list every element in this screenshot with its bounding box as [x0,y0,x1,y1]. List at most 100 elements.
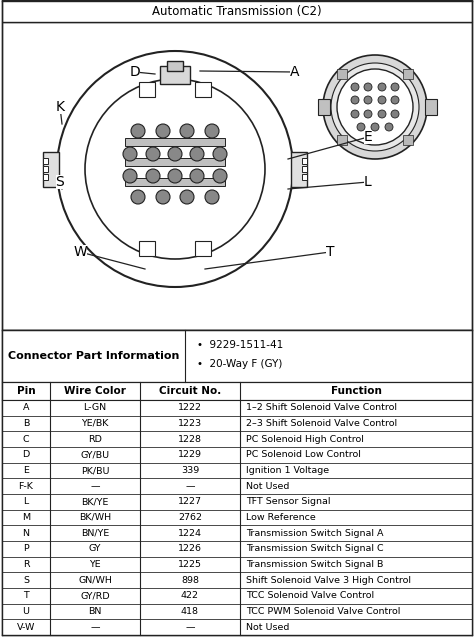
Circle shape [213,169,227,183]
Text: PC Solenoid High Control: PC Solenoid High Control [246,434,364,443]
Text: •  9229-1511-41: • 9229-1511-41 [197,340,283,350]
Circle shape [123,169,137,183]
Text: D: D [22,450,29,459]
Text: 1224: 1224 [178,529,202,538]
Text: TCC Solenoid Valve Control: TCC Solenoid Valve Control [246,591,374,600]
Circle shape [213,147,227,161]
Text: BK/WH: BK/WH [79,513,111,522]
Text: GN/WH: GN/WH [78,576,112,585]
Text: YE: YE [89,560,101,569]
Circle shape [323,55,427,159]
Text: Function: Function [330,386,382,396]
Text: 418: 418 [181,607,199,616]
Text: PC Solenoid Low Control: PC Solenoid Low Control [246,450,361,459]
Text: F-K: F-K [18,482,34,490]
Bar [2,510,472,526]
Text: L: L [23,497,28,506]
Bar [2,22,472,330]
Bar [302,174,307,180]
Text: Transmission Switch Signal C: Transmission Switch Signal C [246,545,383,554]
Circle shape [168,169,182,183]
Bar [2,494,472,510]
Text: L: L [364,175,372,189]
Bar [125,178,225,186]
Circle shape [156,124,170,138]
Text: A: A [23,403,29,412]
Text: Wire Color: Wire Color [64,386,126,396]
Bar [125,158,225,166]
Bar [403,135,413,145]
Bar [337,135,347,145]
Circle shape [205,190,219,204]
Text: 422: 422 [181,591,199,600]
Circle shape [337,69,413,145]
Text: PK/BU: PK/BU [81,466,109,475]
Circle shape [378,83,386,91]
Text: T: T [326,245,334,259]
Circle shape [131,124,145,138]
Bar [2,330,472,382]
Text: Transmission Switch Signal B: Transmission Switch Signal B [246,560,383,569]
Text: 1229: 1229 [178,450,202,459]
Text: 339: 339 [181,466,199,475]
Bar [302,158,307,164]
Circle shape [331,63,419,151]
Text: R: R [23,560,29,569]
Circle shape [131,190,145,204]
Text: 2762: 2762 [178,513,202,522]
Bar [2,572,472,588]
Circle shape [351,110,359,118]
Text: Circuit No.: Circuit No. [159,386,221,396]
Circle shape [385,123,393,131]
Text: W: W [73,245,87,259]
Circle shape [146,147,160,161]
Text: L-GN: L-GN [83,403,107,412]
Circle shape [168,147,182,161]
Bar [43,152,59,187]
Text: P: P [23,545,29,554]
Bar [43,158,48,164]
Circle shape [180,124,194,138]
Bar [2,619,472,635]
Text: Shift Solenoid Valve 3 High Control: Shift Solenoid Valve 3 High Control [246,576,411,585]
Bar [318,99,330,115]
Text: Connector Part Information: Connector Part Information [9,351,180,361]
Bar [2,431,472,447]
Text: RD: RD [88,434,102,443]
Text: GY: GY [89,545,101,554]
Circle shape [391,96,399,104]
Text: 1226: 1226 [178,545,202,554]
Circle shape [391,110,399,118]
Circle shape [364,110,372,118]
Circle shape [351,96,359,104]
Bar [2,541,472,557]
Circle shape [364,83,372,91]
Circle shape [371,123,379,131]
Text: B: B [23,419,29,428]
Circle shape [123,147,137,161]
Text: E: E [23,466,29,475]
Bar [403,69,413,79]
Circle shape [391,83,399,91]
Text: Automatic Transmission (C2): Automatic Transmission (C2) [152,4,322,17]
Text: —: — [90,482,100,490]
Bar [139,241,155,256]
Text: 898: 898 [181,576,199,585]
Bar [337,69,347,79]
Text: GY/BU: GY/BU [81,450,109,459]
Text: 1227: 1227 [178,497,202,506]
Text: K: K [55,100,64,114]
Text: 1225: 1225 [178,560,202,569]
Text: S: S [55,175,64,189]
Text: S: S [23,576,29,585]
Circle shape [378,96,386,104]
Text: TFT Sensor Signal: TFT Sensor Signal [246,497,330,506]
Text: Not Used: Not Used [246,622,289,632]
Text: BN: BN [88,607,102,616]
Text: Not Used: Not Used [246,482,289,490]
Text: V-W: V-W [17,622,35,632]
Bar [160,66,190,84]
Text: C: C [23,434,29,443]
Circle shape [190,169,204,183]
Circle shape [85,79,265,259]
